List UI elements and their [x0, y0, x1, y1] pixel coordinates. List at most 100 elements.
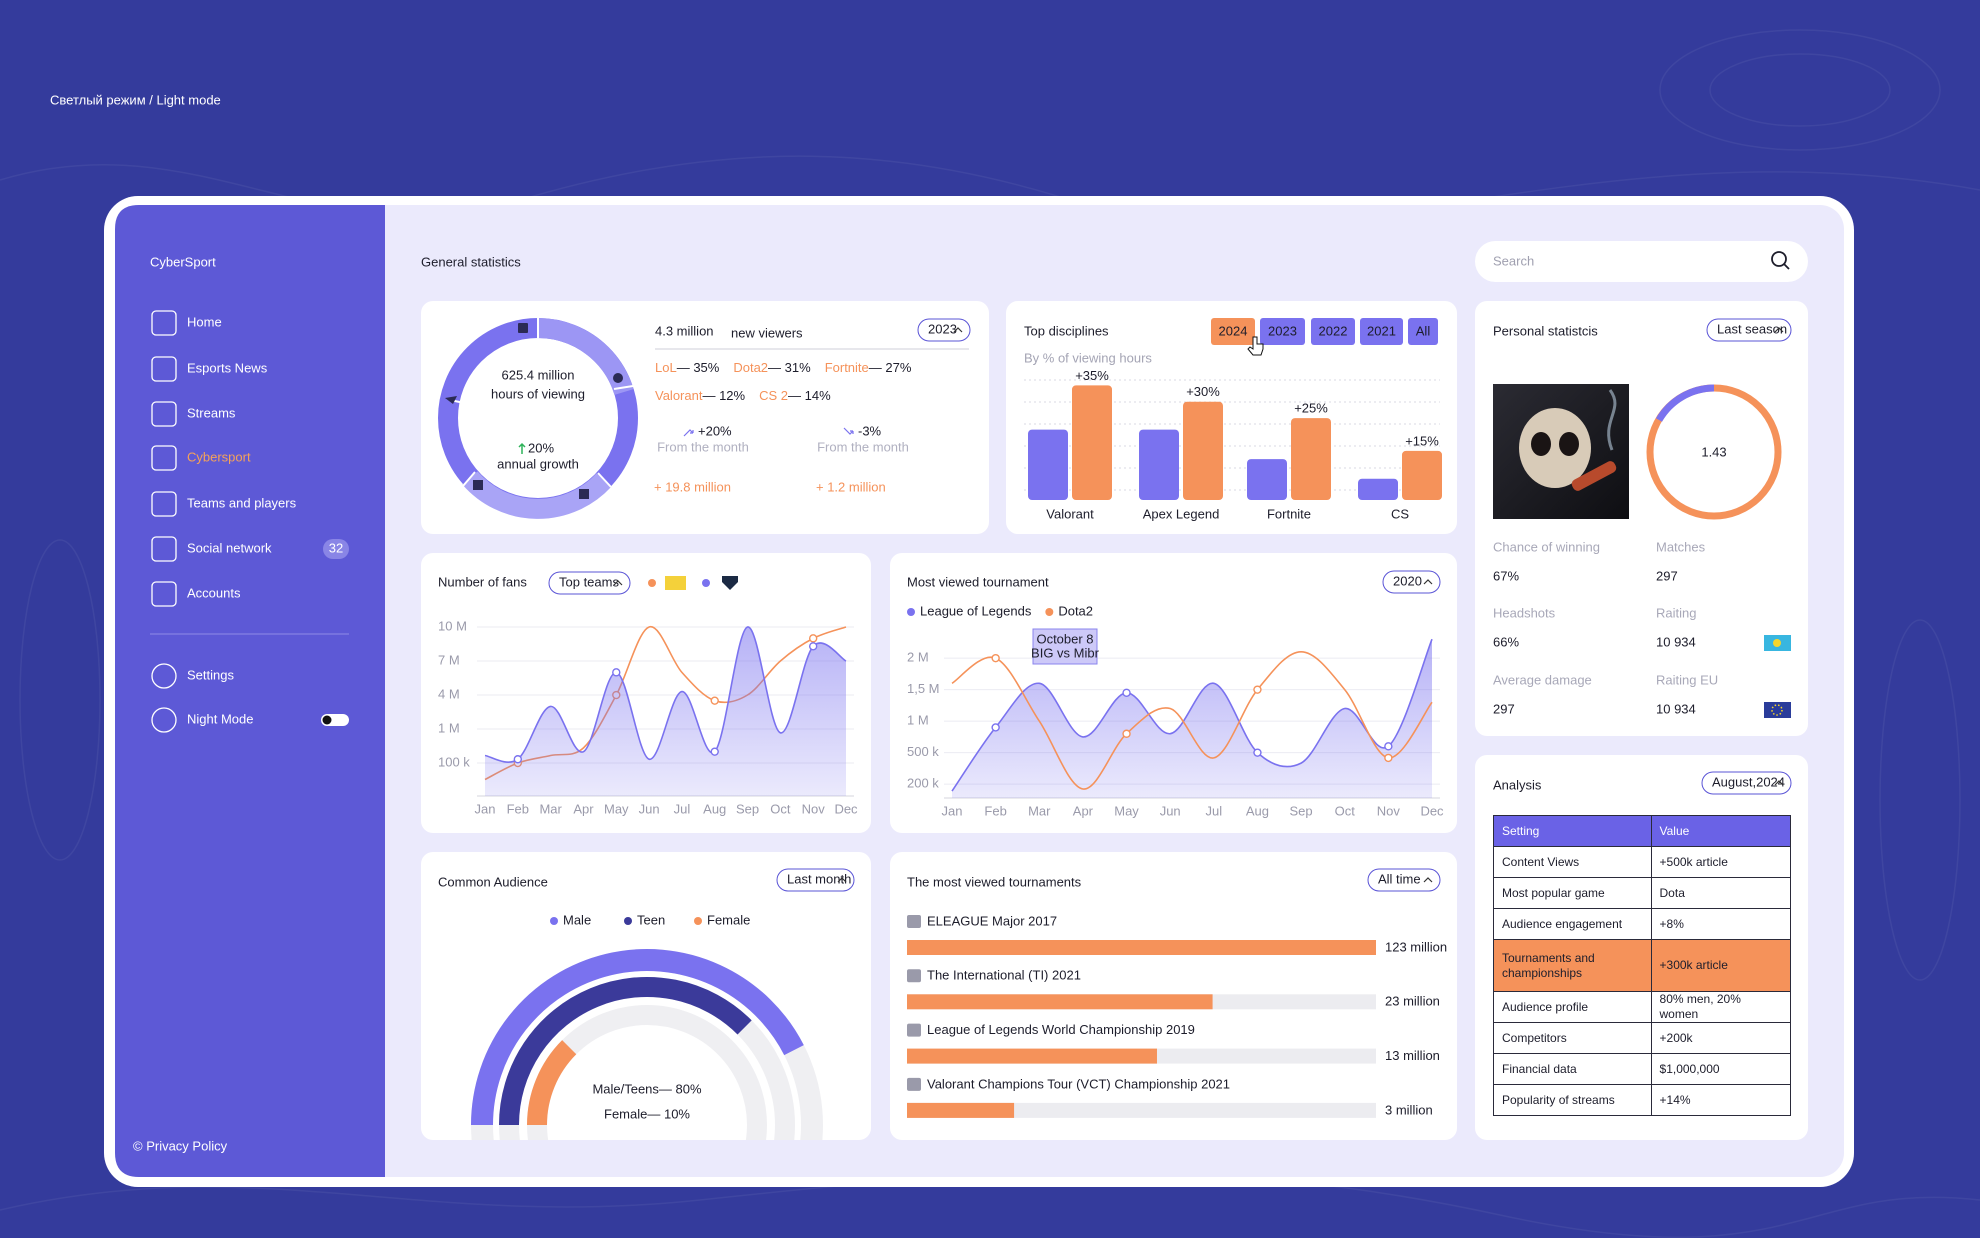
year-filter[interactable] — [1408, 318, 1438, 345]
menu-item[interactable]: Social network — [187, 540, 272, 555]
bar — [907, 1102, 1015, 1118]
page-heading: General statistics — [421, 254, 521, 269]
filter-label: 2023 — [928, 321, 957, 336]
card-title: The most viewed tournaments — [907, 874, 1082, 889]
table-row: Audience engagement +8% — [1493, 908, 1792, 940]
filter-pill[interactable] — [917, 318, 971, 342]
ring-arc — [471, 949, 804, 1126]
table-row: Competitors +200k — [1493, 1022, 1792, 1054]
category-label: Fortnite — [1267, 506, 1311, 521]
filter-label: August,2024 — [1712, 774, 1785, 789]
point — [1384, 742, 1393, 751]
change-caption: From the month — [817, 439, 909, 454]
bar — [1072, 385, 1112, 500]
x-tick-label: Oct — [1335, 803, 1356, 818]
bar-value-label: +15% — [1405, 433, 1439, 448]
stat-value: 66% — [1493, 634, 1519, 649]
bar-value-label: 3 million — [1385, 1102, 1433, 1117]
stat-label: Chance of winning — [1493, 539, 1600, 554]
year-filter[interactable] — [1260, 318, 1305, 345]
x-tick-label: May — [604, 801, 629, 816]
analysis-table: Setting Value Content Views +500k article Mo… — [1493, 815, 1792, 1116]
search-box[interactable] — [1475, 241, 1808, 282]
filter-pill[interactable] — [548, 571, 631, 595]
bar — [1291, 418, 1331, 500]
table-cell: +200k — [1650, 1022, 1792, 1054]
table-cell: +8% — [1650, 908, 1792, 940]
bar-value-label: +30% — [1186, 384, 1220, 399]
tournament-name: League of Legends World Championship 201… — [927, 1022, 1195, 1037]
x-tick-label: Feb — [984, 803, 1006, 818]
card-title: Personal statistcis — [1493, 323, 1598, 338]
ring-arc — [499, 976, 752, 1126]
x-tick-label: Nov — [1377, 803, 1401, 818]
legend-dot — [1045, 608, 1054, 616]
share-value: — 31% — [768, 360, 811, 375]
table-cell: +14% — [1650, 1084, 1792, 1116]
filter-pill[interactable] — [1706, 318, 1792, 342]
privacy-link[interactable]: © Privacy Policy — [133, 1138, 228, 1153]
x-tick-label: Dec — [834, 801, 858, 816]
stat-value: 297 — [1493, 701, 1515, 716]
menu-item[interactable]: Settings — [187, 667, 234, 682]
table-cell: $1,000,000 — [1650, 1053, 1792, 1085]
x-tick-label: Jul — [674, 801, 691, 816]
chevron — [1774, 327, 1784, 333]
menu-item[interactable]: Night Mode — [187, 711, 253, 726]
viewing-total: 625.4 million — [502, 367, 575, 382]
share-name: Fortnite — [825, 360, 869, 375]
bar — [1139, 429, 1179, 500]
filter-pill[interactable] — [1701, 771, 1792, 795]
point — [1122, 688, 1131, 697]
filter-pill[interactable] — [776, 868, 855, 892]
x-tick-label: Sep — [1290, 803, 1313, 818]
menu-item[interactable]: Accounts — [187, 585, 241, 600]
filter-pill[interactable] — [1367, 868, 1441, 892]
bar-value-label: 13 million — [1385, 1048, 1440, 1063]
menu-item[interactable]: Home — [187, 314, 222, 329]
legend-dot — [648, 579, 656, 587]
share-value: — 14% — [788, 388, 831, 403]
point — [1122, 729, 1131, 738]
menu-icon — [151, 310, 177, 336]
change-caption: From the month — [657, 439, 749, 454]
share-name: CS 2 — [759, 388, 788, 403]
filter-pill[interactable] — [1382, 570, 1441, 594]
year-filter[interactable] — [1211, 318, 1255, 345]
legend-dot — [624, 917, 632, 925]
share-row: LoL— 35% Dota2— 31% Fortnite— 27% — [655, 360, 912, 375]
stat-value: 297 — [1656, 568, 1678, 583]
chevron — [1774, 780, 1784, 786]
x-tick-label: May — [1114, 803, 1139, 818]
line — [951, 650, 1433, 790]
background-contours — [0, 29, 1980, 1238]
menu-item[interactable]: Cybersport — [187, 449, 251, 464]
point — [1384, 753, 1393, 763]
bar — [907, 1048, 1157, 1064]
bar — [907, 994, 1213, 1010]
menu-item[interactable]: Esports News — [187, 360, 268, 375]
table-header-row: Setting Value — [1493, 815, 1792, 847]
growth-arrow — [518, 442, 526, 454]
year-filter[interactable] — [1360, 318, 1403, 345]
card-title: Most viewed tournament — [907, 574, 1049, 589]
search-icon[interactable] — [1771, 251, 1787, 267]
stat-label: Headshots — [1493, 605, 1556, 620]
line — [951, 638, 1433, 792]
new-viewers: 4.3 million — [655, 323, 714, 338]
search-icon-handle — [1783, 263, 1790, 270]
y-tick-label: 200 k — [907, 776, 939, 791]
point — [991, 653, 1000, 663]
menu-item[interactable]: Streams — [187, 405, 236, 420]
legend-label: League of Legends — [920, 603, 1032, 618]
menu-icon — [151, 536, 177, 562]
stat-label: Raiting — [1656, 605, 1696, 620]
chevron — [613, 580, 623, 586]
year-filter[interactable] — [1311, 318, 1355, 345]
year-filter-label: 2023 — [1268, 323, 1297, 338]
legend-dot — [694, 917, 702, 925]
change-amount: + 19.8 million — [654, 479, 731, 494]
menu-item[interactable]: Teams and players — [187, 495, 297, 510]
table-cell: Financial data — [1493, 1053, 1652, 1085]
